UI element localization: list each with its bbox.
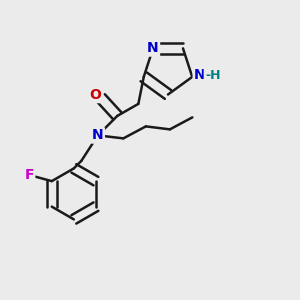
Text: N: N <box>194 68 206 83</box>
Text: O: O <box>89 88 101 102</box>
Text: N: N <box>147 41 159 56</box>
Text: N: N <box>92 128 104 142</box>
Text: F: F <box>25 168 34 182</box>
Text: -H: -H <box>205 69 220 82</box>
